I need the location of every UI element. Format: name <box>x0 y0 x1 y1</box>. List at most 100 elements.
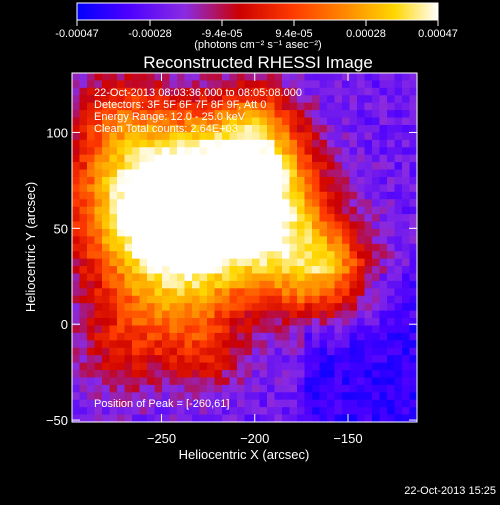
heatmap-cell <box>319 206 328 215</box>
heatmap-cell <box>297 325 306 334</box>
heatmap-cell <box>237 325 246 334</box>
heatmap-cell <box>312 184 321 193</box>
heatmap-cell <box>394 80 403 89</box>
heatmap-cell <box>132 176 141 185</box>
heatmap-cell <box>252 332 261 341</box>
heatmap-cell <box>394 325 403 334</box>
heatmap-cell <box>274 384 283 393</box>
heatmap-cell <box>342 273 351 282</box>
heatmap-cell <box>109 266 118 275</box>
annotation-line: 22-Oct-2013 08:03:36.000 to 08:05:08.000 <box>94 87 302 99</box>
heatmap-cell <box>124 87 133 96</box>
heatmap-cell <box>169 110 178 119</box>
heatmap-cell <box>124 124 133 134</box>
heatmap-cell <box>124 243 133 252</box>
heatmap-cell <box>222 251 231 260</box>
heatmap-cell <box>184 266 193 275</box>
heatmap-cell <box>162 295 171 304</box>
heatmap-cell <box>259 407 268 416</box>
heatmap-cell <box>177 399 186 408</box>
heatmap-cell <box>192 362 201 371</box>
heatmap-cell <box>342 318 351 327</box>
heatmap-cell <box>319 340 328 349</box>
heatmap-cell <box>79 407 88 416</box>
heatmap-cell <box>154 199 163 208</box>
heatmap-cell <box>109 147 118 156</box>
heatmap-cell <box>147 340 156 349</box>
annotation-line: Energy Range: 12.0 - 25.0 keV <box>94 111 246 123</box>
heatmap-cell <box>394 310 403 319</box>
heatmap-cell <box>109 221 118 230</box>
heatmap-cell <box>199 87 208 96</box>
heatmap-cell <box>124 251 133 260</box>
heatmap-cell <box>357 191 366 200</box>
heatmap-cell <box>334 110 343 119</box>
heatmap-cell <box>364 355 373 364</box>
heatmap-cell <box>267 191 276 200</box>
heatmap-cell <box>304 399 313 408</box>
heatmap-cell <box>147 102 156 111</box>
heatmap-cell <box>394 258 403 267</box>
heatmap-cell <box>402 214 411 223</box>
heatmap-cell <box>94 288 103 297</box>
heatmap-cell <box>207 102 216 111</box>
heatmap-cell <box>102 154 111 163</box>
heatmap-cell <box>199 243 208 252</box>
heatmap-cell <box>394 154 403 163</box>
heatmap-cell <box>259 162 268 171</box>
heatmap-cell <box>177 280 186 289</box>
heatmap-cell <box>139 228 148 237</box>
heatmap-cell <box>282 191 291 200</box>
heatmap-cell <box>132 124 141 134</box>
heatmap-cell <box>334 258 343 267</box>
heatmap-cell <box>117 251 126 260</box>
heatmap-cell <box>267 73 276 82</box>
heatmap-cell <box>237 355 246 364</box>
heatmap-cell <box>109 384 118 393</box>
heatmap-cell <box>342 384 351 393</box>
heatmap-cell <box>184 139 193 148</box>
heatmap-cell <box>117 310 126 319</box>
heatmap-cell <box>147 184 156 193</box>
heatmap-cell <box>169 392 178 401</box>
heatmap-cell <box>394 184 403 193</box>
colorbar-tick-label: 0.00047 <box>418 28 458 40</box>
heatmap-cell <box>319 303 328 312</box>
heatmap-cell <box>237 266 246 275</box>
heatmap-cell <box>259 347 268 356</box>
heatmap-cell <box>267 340 276 349</box>
heatmap-cell <box>282 355 291 364</box>
heatmap-cell <box>237 295 246 304</box>
heatmap-cell <box>357 273 366 282</box>
heatmap-cell <box>132 355 141 364</box>
heatmap-cell <box>72 102 81 111</box>
heatmap-cell <box>177 87 186 96</box>
heatmap-cell <box>394 95 403 104</box>
heatmap-cell <box>109 184 118 193</box>
heatmap-cell <box>342 87 351 96</box>
heatmap-cell <box>79 139 88 148</box>
heatmap-cell <box>304 73 313 82</box>
heatmap-cell <box>342 243 351 252</box>
heatmap-cell <box>177 228 186 237</box>
heatmap-cell <box>387 384 396 393</box>
heatmap-cell <box>87 377 96 386</box>
heatmap-cell <box>162 251 171 260</box>
heatmap-cell <box>117 399 126 408</box>
heatmap-cell <box>177 154 186 163</box>
heatmap-cell <box>409 258 418 267</box>
heatmap-cell <box>244 139 253 148</box>
heatmap-cell <box>334 73 343 82</box>
heatmap-cell <box>297 355 306 364</box>
heatmap-cell <box>222 407 231 416</box>
heatmap-cell <box>87 221 96 230</box>
heatmap-cell <box>102 176 111 185</box>
heatmap-cell <box>364 117 373 126</box>
heatmap-cell <box>72 199 81 208</box>
heatmap-cell <box>109 214 118 223</box>
heatmap-cell <box>117 280 126 289</box>
heatmap-cell <box>162 236 171 245</box>
heatmap-cell <box>72 80 81 89</box>
heatmap-cell <box>147 407 156 416</box>
heatmap-cell <box>72 169 81 178</box>
